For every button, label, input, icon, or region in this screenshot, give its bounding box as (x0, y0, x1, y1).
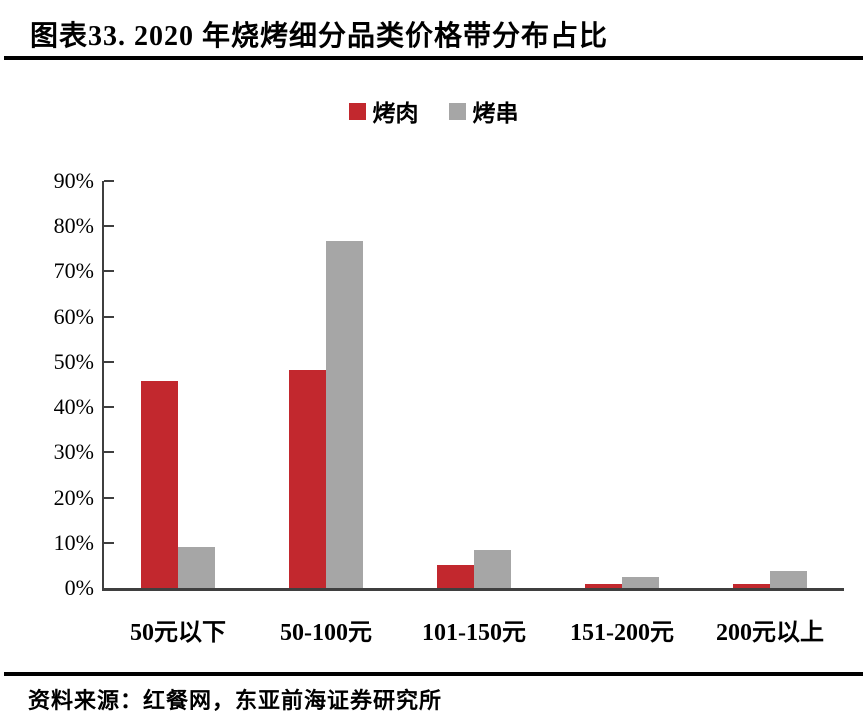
y-axis-tick-70% (104, 270, 114, 273)
y-axis-label-80%: 80% (53, 213, 94, 239)
legend-swatch-kaochuan (448, 102, 466, 120)
y-axis-label-60%: 60% (53, 303, 94, 329)
y-axis-label-50%: 50% (53, 348, 94, 374)
y-axis-tick-60% (104, 315, 114, 318)
bar-series2-50元以下 (178, 547, 215, 588)
bar-series1-101-150元 (437, 565, 474, 588)
bar-series2-101-150元 (474, 549, 511, 588)
y-axis-tick-10% (104, 541, 114, 544)
bar-series2-50-100元 (326, 240, 363, 588)
x-axis-label-200元以上: 200元以上 (716, 620, 824, 646)
x-axis-label-151-200元: 151-200元 (570, 620, 674, 646)
footer-divider (4, 672, 863, 676)
y-axis-label-90%: 90% (53, 168, 94, 193)
bar-series2-151-200元 (622, 577, 659, 588)
y-axis-label-70%: 70% (53, 258, 94, 284)
x-axis-label-50元以下: 50元以下 (130, 620, 226, 646)
page-title: 图表33. 2020 年烧烤细分品类价格带分布占比 (30, 21, 609, 52)
y-axis-label-20%: 20% (53, 484, 94, 510)
bar-chart-plot-area: 0% 10% 20% 30% 40% 50% 60% 70% 80% 90% 50元以下 50-100… (54, 169, 844, 646)
bar-series1-200元以上 (733, 584, 770, 588)
legend-item-kaochuan: 烤串 (448, 94, 519, 128)
source-note: 资料来源：红餐网，东亚前海证券研究所 (28, 688, 443, 713)
y-axis-tick-20% (104, 496, 114, 499)
bar-series1-151-200元 (585, 583, 622, 588)
bar-series1-50-100元 (289, 369, 326, 588)
x-axis-label-101-150元: 101-150元 (422, 620, 526, 646)
y-axis-tick-30% (104, 451, 114, 454)
y-axis-label-40%: 40% (53, 394, 94, 420)
legend-item-kaorou: 烤肉 (348, 94, 419, 128)
y-axis-label-0%: 0% (64, 575, 94, 600)
y-axis-tick-40% (104, 406, 114, 409)
y-axis-tick-80% (104, 225, 114, 228)
bar-series1-50元以下 (141, 381, 178, 588)
y-axis-label-30%: 30% (53, 439, 94, 465)
legend-label-kaorou: 烤肉 (372, 101, 419, 126)
title-divider (4, 56, 863, 60)
y-axis-tick-50% (104, 360, 114, 363)
x-axis-label-50-100元: 50-100元 (280, 620, 372, 646)
y-axis-tick-90% (104, 180, 114, 182)
bar-series2-200元以上 (770, 570, 807, 588)
legend-swatch-kaorou (348, 102, 366, 120)
y-axis-label-10%: 10% (53, 529, 94, 555)
chart-legend: 烤肉 烤串 (0, 94, 867, 128)
legend-label-kaochuan: 烤串 (472, 101, 519, 126)
